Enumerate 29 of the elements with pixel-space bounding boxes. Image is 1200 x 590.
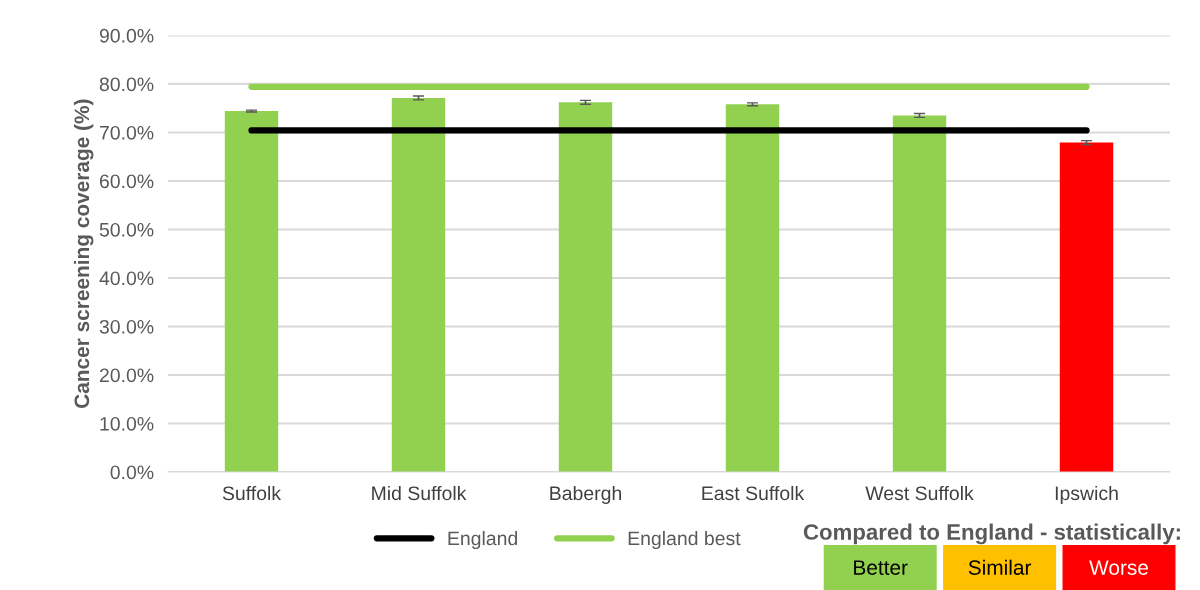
y-tick-label: 90.0%	[99, 28, 154, 43]
x-tick-label: Babergh	[550, 485, 621, 505]
text: Better	[854, 560, 908, 575]
y-tick-label: 10.0%	[100, 416, 154, 431]
x-tick-label: East Suffolk	[702, 485, 805, 501]
bar	[892, 115, 947, 472]
y-tick-label: 40.0%	[99, 271, 154, 286]
y-axis-title: Cancer screening coverage (%)	[73, 99, 94, 408]
y-tick-label: 60.0%	[99, 174, 154, 189]
y-tick-label: 80.0%	[99, 77, 154, 92]
y-tick-label: 50.0%	[99, 222, 154, 237]
x-tick-label: West Suffolk	[865, 485, 974, 501]
y-tick-label: 20.0%	[99, 368, 154, 383]
bar	[1059, 142, 1114, 472]
bar	[224, 111, 279, 472]
y-tick-label: 30.0%	[99, 319, 154, 334]
text: Compared to England - statistically:	[803, 523, 1180, 545]
y-tick-label: 0.0%	[110, 465, 154, 480]
x-tick-label: Mid Suffolk	[372, 485, 467, 501]
text: Worse	[1089, 560, 1148, 575]
legend-label: England best	[628, 530, 741, 550]
bar	[558, 102, 613, 472]
x-tick-label: Suffolk	[222, 485, 282, 501]
bar	[391, 97, 446, 472]
text: Similar	[968, 559, 1032, 575]
x-tick-label: Ipswich	[1055, 485, 1118, 505]
legend-label: England	[448, 530, 518, 550]
bar	[725, 104, 780, 472]
y-tick-label: 70.0%	[99, 125, 154, 140]
